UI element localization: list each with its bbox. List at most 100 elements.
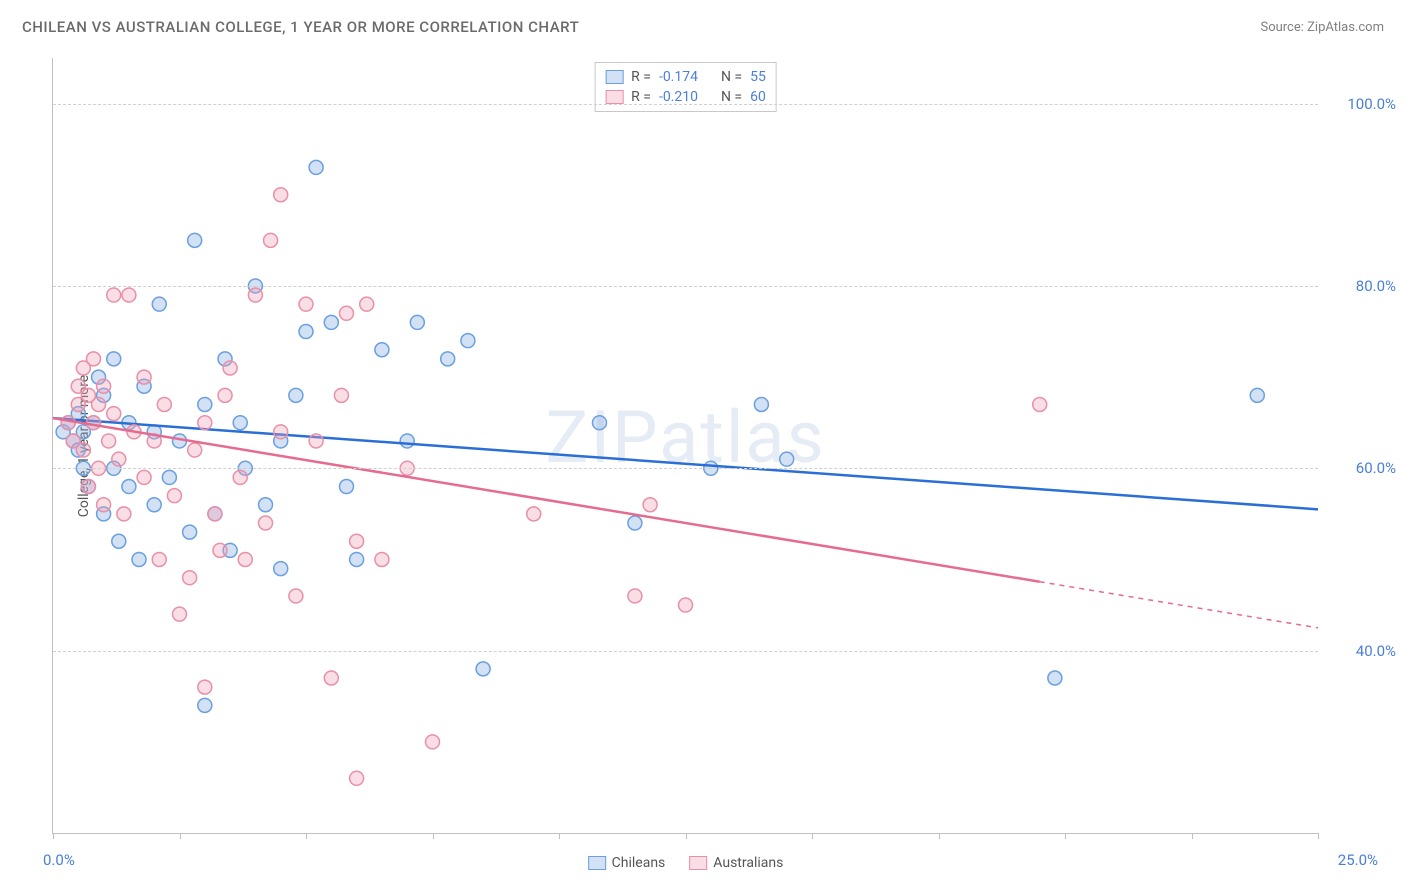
x-tick	[939, 833, 940, 839]
legend-label: Chileans	[612, 855, 666, 871]
chart-title: CHILEAN VS AUSTRALIAN COLLEGE, 1 YEAR OR…	[22, 18, 579, 36]
x-tick	[1318, 833, 1319, 839]
scatter-point-australians	[350, 771, 364, 785]
scatter-point-chileans	[324, 315, 338, 329]
scatter-point-chileans	[461, 334, 475, 348]
scatter-point-australians	[274, 188, 288, 202]
scatter-point-australians	[188, 443, 202, 457]
scatter-point-australians	[350, 534, 364, 548]
scatter-point-australians	[1033, 397, 1047, 411]
legend-item-australians: Australians	[689, 855, 783, 871]
scatter-point-chileans	[441, 352, 455, 366]
r-label: R =	[631, 69, 651, 85]
scatter-point-australians	[117, 507, 131, 521]
scatter-point-australians	[81, 480, 95, 494]
scatter-point-chileans	[132, 552, 146, 566]
scatter-point-chileans	[299, 325, 313, 339]
scatter-point-australians	[218, 388, 232, 402]
scatter-point-chileans	[147, 498, 161, 512]
scatter-point-chileans	[198, 397, 212, 411]
scatter-point-australians	[107, 288, 121, 302]
scatter-point-australians	[92, 397, 106, 411]
scatter-point-chileans	[198, 698, 212, 712]
n-value: 55	[750, 69, 766, 85]
legend-swatch-australians	[689, 856, 707, 870]
scatter-point-chileans	[400, 434, 414, 448]
scatter-point-australians	[274, 425, 288, 439]
chart-source: Source: ZipAtlas.com	[1260, 20, 1384, 35]
scatter-point-australians	[157, 397, 171, 411]
scatter-point-australians	[97, 379, 111, 393]
scatter-point-chileans	[188, 233, 202, 247]
scatter-point-chileans	[274, 562, 288, 576]
scatter-point-chileans	[112, 534, 126, 548]
plot-area: College, 1 year or more ZIPatlas R = -0.…	[52, 58, 1318, 834]
scatter-point-chileans	[476, 662, 490, 676]
grid-line	[53, 286, 1318, 287]
x-tick	[812, 833, 813, 839]
scatter-point-chileans	[754, 397, 768, 411]
grid-line	[53, 104, 1318, 105]
y-tick-label: 80.0%	[1326, 277, 1396, 295]
trend-line-dashed-australians	[1040, 582, 1318, 628]
title-bar: CHILEAN VS AUSTRALIAN COLLEGE, 1 YEAR OR…	[22, 18, 1384, 36]
scatter-point-australians	[223, 361, 237, 375]
scatter-point-australians	[137, 470, 151, 484]
legend-stat-row-chileans: R = -0.174 N = 55	[605, 67, 766, 87]
scatter-point-chileans	[152, 297, 166, 311]
scatter-point-australians	[198, 680, 212, 694]
scatter-point-australians	[324, 671, 338, 685]
scatter-point-australians	[238, 552, 252, 566]
y-tick-label: 40.0%	[1326, 642, 1396, 660]
r-value: -0.174	[659, 69, 698, 85]
scatter-point-chileans	[628, 516, 642, 530]
x-tick	[306, 833, 307, 839]
scatter-point-australians	[679, 598, 693, 612]
scatter-point-australians	[299, 297, 313, 311]
scatter-point-australians	[152, 552, 166, 566]
scatter-point-chileans	[339, 480, 353, 494]
scatter-point-chileans	[375, 343, 389, 357]
x-tick	[1192, 833, 1193, 839]
legend-swatch-chileans	[588, 856, 606, 870]
scatter-point-australians	[259, 516, 273, 530]
scatter-point-chileans	[233, 416, 247, 430]
x-tick	[686, 833, 687, 839]
x-axis-min-label: 0.0%	[43, 851, 75, 869]
n-label: N =	[721, 69, 742, 85]
scatter-point-australians	[289, 589, 303, 603]
x-tick	[433, 833, 434, 839]
scatter-point-australians	[107, 407, 121, 421]
correlation-chart: CHILEAN VS AUSTRALIAN COLLEGE, 1 YEAR OR…	[0, 0, 1406, 892]
scatter-point-australians	[102, 434, 116, 448]
scatter-point-chileans	[309, 160, 323, 174]
scatter-point-australians	[527, 507, 541, 521]
scatter-point-australians	[643, 498, 657, 512]
scatter-point-chileans	[780, 452, 794, 466]
scatter-point-australians	[208, 507, 222, 521]
x-tick	[180, 833, 181, 839]
grid-line	[53, 468, 1318, 469]
scatter-point-australians	[122, 288, 136, 302]
scatter-point-australians	[264, 233, 278, 247]
scatter-point-chileans	[289, 388, 303, 402]
scatter-point-chileans	[1250, 388, 1264, 402]
x-tick	[559, 833, 560, 839]
legend-label: Australians	[713, 855, 783, 871]
scatter-point-australians	[137, 370, 151, 384]
grid-line	[53, 651, 1318, 652]
x-axis-max-label: 25.0%	[1338, 851, 1378, 869]
scatter-point-australians	[86, 416, 100, 430]
scatter-point-chileans	[183, 525, 197, 539]
legend-item-chileans: Chileans	[588, 855, 666, 871]
y-tick-label: 100.0%	[1326, 95, 1396, 113]
plot-svg	[53, 58, 1318, 833]
scatter-point-australians	[213, 543, 227, 557]
scatter-point-australians	[334, 388, 348, 402]
scatter-point-australians	[76, 443, 90, 457]
legend-swatch-chileans	[605, 70, 623, 84]
scatter-point-australians	[426, 735, 440, 749]
scatter-point-australians	[309, 434, 323, 448]
scatter-point-chileans	[350, 552, 364, 566]
legend-series: Chileans Australians	[588, 855, 784, 871]
